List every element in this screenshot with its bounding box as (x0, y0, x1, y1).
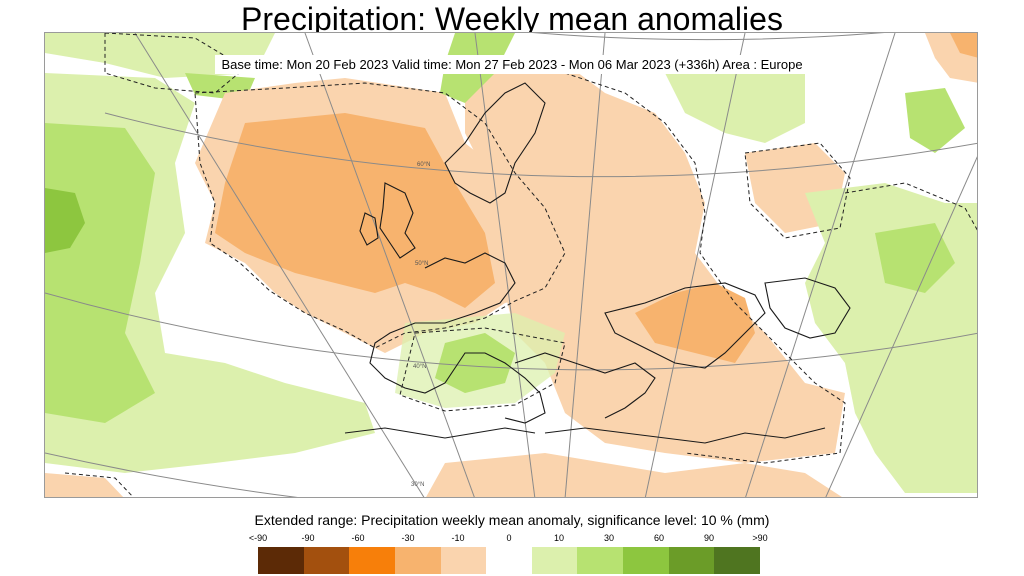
legend-swatch (440, 547, 487, 574)
significance-contours (64, 33, 977, 497)
legend-label: -30 (401, 533, 415, 543)
map-subtitle-text: Base time: Mon 20 Feb 2023 Valid time: M… (215, 55, 809, 74)
legend-label: 0 (506, 533, 512, 543)
map-canvas: 60°N 50°N 40°N 30°N (45, 33, 977, 497)
italy-wet-region-top (435, 333, 515, 393)
legend-swatch (303, 547, 350, 574)
legend-label: -90 (301, 533, 315, 543)
russia-wet-region (665, 63, 805, 143)
legend-swatch (349, 547, 395, 574)
map-subtitle: Base time: Mon 20 Feb 2023 Valid time: M… (0, 55, 1024, 75)
legend-label: 90 (703, 533, 714, 543)
legend-swatch (486, 547, 532, 574)
legend-label: -60 (351, 533, 365, 543)
map-title: Precipitation: Weekly mean anomalies (241, 1, 783, 37)
legend-swatch (668, 547, 715, 574)
east-wet-core (875, 223, 955, 293)
lat-label-60: 60°N (417, 162, 430, 168)
russia-wet-patch (905, 88, 965, 153)
graticule-lines (45, 33, 977, 497)
legend-swatch (394, 547, 441, 574)
legend-label: 10 (553, 533, 564, 543)
legend-label: 60 (653, 533, 664, 543)
lat-label-40: 40°N (413, 364, 426, 370)
legend-swatch (623, 547, 669, 574)
balkan-dry-core (635, 283, 755, 363)
legend-swatch (531, 547, 578, 574)
legend-swatch (258, 547, 304, 574)
legend-labels: <-90 -90 -60 -30 -10 0 10 30 60 90 >90 (249, 531, 768, 545)
sw-dry-patch (45, 473, 124, 497)
anomaly-map: 60°N 50°N 40°N 30°N (44, 32, 978, 498)
legend-label: >90 (752, 533, 768, 543)
legend-label: <-90 (248, 533, 268, 543)
coastlines (344, 82, 851, 444)
northwest-dry-core (215, 113, 495, 308)
legend-swatch (714, 547, 761, 574)
lat-label-50: 50°N (415, 261, 428, 267)
legend-color-bar (258, 547, 761, 574)
lat-label-30: 30°N (411, 482, 424, 488)
legend-label: -10 (451, 533, 465, 543)
atlantic-wet-region-peak (45, 188, 85, 253)
legend-label: 30 (603, 533, 614, 543)
legend-swatch (577, 547, 624, 574)
legend-title: Extended range: Precipitation weekly mea… (254, 512, 770, 528)
east-europe-dry-region (465, 63, 845, 463)
far-northeast-dry-core (950, 33, 977, 58)
